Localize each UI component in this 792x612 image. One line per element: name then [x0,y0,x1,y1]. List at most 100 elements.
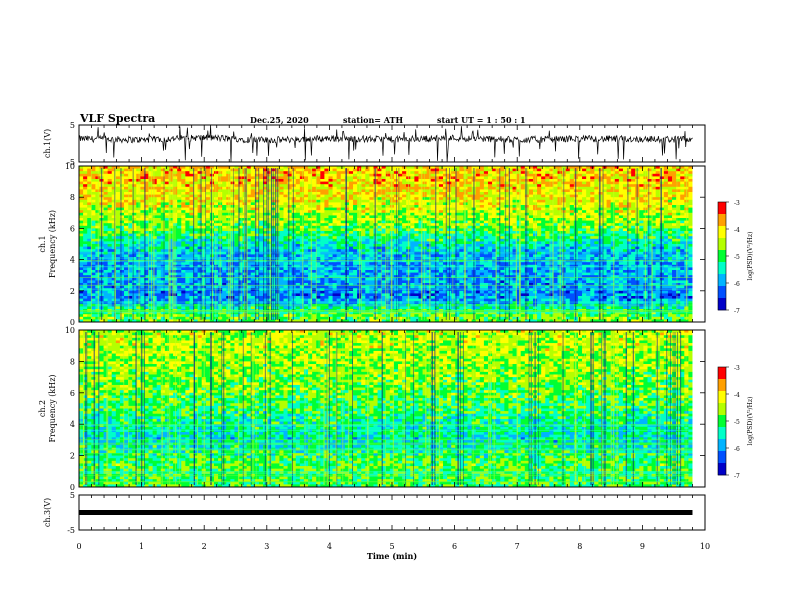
ch1-spectrogram-cell [156,220,162,224]
ch1-spectrogram-cell [83,181,88,185]
ch1-spectrogram-cell [303,233,309,237]
ch1-spectrogram-cell [152,205,158,208]
ch1-spectrogram-cell [168,202,174,206]
ch1-spectrogram-cell [459,228,464,232]
ch1-spectrogram-cell [222,171,227,175]
ch1-spectrogram-cell [418,202,423,206]
ch1-spectrogram-cell [164,176,170,180]
ch1-spectrogram-cell [344,241,350,245]
ch1-spectrogram-cell [107,186,113,190]
ch1-spectrogram-cell [402,202,407,206]
ch1-spectrogram-cell [320,249,325,253]
ch1-spectrogram-cell [639,202,644,206]
ch1-spectrogram-cell [553,194,558,198]
ch1-spectrogram-cell [512,236,518,240]
ch1-spectrogram-cell [246,223,252,227]
ch1-spectrogram-cell [148,197,154,201]
ch1-spectrogram-cell [312,223,317,227]
ch1-spectrogram-cell [152,249,158,253]
ch1-spectrogram-cell [512,228,518,232]
ch1-spectrogram-cell [398,171,403,175]
ch1-spectrogram-cell [631,210,636,214]
ch1-spectrogram-cell [426,220,432,224]
ch1-spectrogram-cell [496,205,501,208]
ch1-spectrogram-cell [569,231,575,234]
ch1-spectrogram-cell [344,212,350,216]
ch1-spectrogram-cell [348,181,354,185]
ch1-spectrogram-cell [103,228,109,232]
ch1-spectrogram-cell [516,215,522,219]
ch1-spectrogram-cell [107,238,113,242]
ch1-spectrogram-cell [222,244,227,247]
ch1-spectrogram-cell [361,236,366,240]
ch1-spectrogram-cell [614,228,620,232]
ch1-spectrogram-cell [516,171,522,175]
ch1-spectrogram-cell [418,179,423,182]
ch1-spectrogram-cell [688,236,693,240]
ch1-spectrogram-cell [631,194,636,198]
ch1-spectrogram-cell [520,184,526,188]
ch1-spectrogram-cell [340,225,346,229]
ch1-spectrogram-cell [451,179,456,182]
ch1-spectrogram-cell [303,246,309,250]
ch1-spectrogram-cell [119,207,125,211]
ch1-spectrogram-cell [414,244,419,247]
ch1-spectrogram-cell [238,176,243,180]
ch1-spectrogram-cell [123,199,129,203]
ch1-spectrogram-cell [324,205,329,208]
ch1-spectrogram-cell [455,197,460,201]
ch1-spectrogram-cell [348,223,354,227]
ch1-spectrogram-cell [443,215,448,219]
ch1-spectrogram-cell [672,241,677,245]
ch1-spectrogram-cell [156,186,162,190]
ch1-spectrogram-cell [549,244,554,247]
ch1-spectrogram-cell [569,207,575,211]
ch1-spectrogram-cell [553,236,558,240]
ch1-spectrogram-cell [516,225,522,229]
ch1-spectrogram-cell [483,192,489,195]
ch1-spectrogram-cell [569,228,575,232]
ch1-spectrogram-cell [667,192,673,195]
ch1-spectrogram-cell [627,246,632,250]
ch1-spectrogram-cell [508,176,513,180]
ch1-spectrogram-cell [365,205,370,208]
ch1-spectrogram-cell [455,166,460,169]
ch1-spectrogram-cell [639,228,644,232]
ch1-spectrogram-cell [622,184,628,188]
ch1-spectrogram-cell [328,220,333,224]
ch1-spectrogram-cell [618,233,624,237]
ch1-spectrogram-cell [467,199,473,203]
ch1-spectrogram-cell [561,166,567,169]
ch1-spectrogram-cell [189,223,194,227]
ch1-spectrogram-cell [205,236,211,240]
ch1-spectrogram-cell [541,202,546,206]
ch1-spectrogram-cell [328,236,333,240]
ch1-spectrogram-cell [496,236,501,240]
ch1-spectrogram-cell [443,173,448,177]
ch1-spectrogram-cell [369,194,374,198]
ch1-spectrogram-cell [103,205,109,208]
ch1-spectrogram-cell [553,189,558,193]
ch1-spectrogram-cell [512,210,518,214]
ch1-spectrogram-cell [177,207,182,211]
ch1-spectrogram-cell [103,212,109,216]
ch1-spectrogram-cell [676,189,681,193]
ch1-spectrogram-cell [287,194,293,198]
ch1-spectrogram-cell [308,212,313,216]
ch1-spectrogram-cell [479,236,485,240]
ch1-spectrogram-cell [95,176,100,180]
ch1-spectrogram-cell [234,218,239,221]
ch1-spectrogram-cell [594,192,599,195]
ch1-spectrogram-cell [655,194,661,198]
ch1-spectrogram-cell [152,207,158,211]
ch1-spectrogram-cell [295,176,301,180]
ch1-spectrogram-cell [181,194,186,198]
ch1-spectrogram-cell [426,199,432,203]
ch1-spectrogram-cell [663,238,669,242]
ch1-spectrogram-cell [185,207,190,211]
ch1-spectrogram-cell [185,166,190,169]
ch1-spectrogram-cell [140,171,145,175]
ch1-spectrogram-cell [197,244,203,247]
ch1-spectrogram-cell [115,189,121,193]
ch1-spectrogram-cell [553,202,558,206]
